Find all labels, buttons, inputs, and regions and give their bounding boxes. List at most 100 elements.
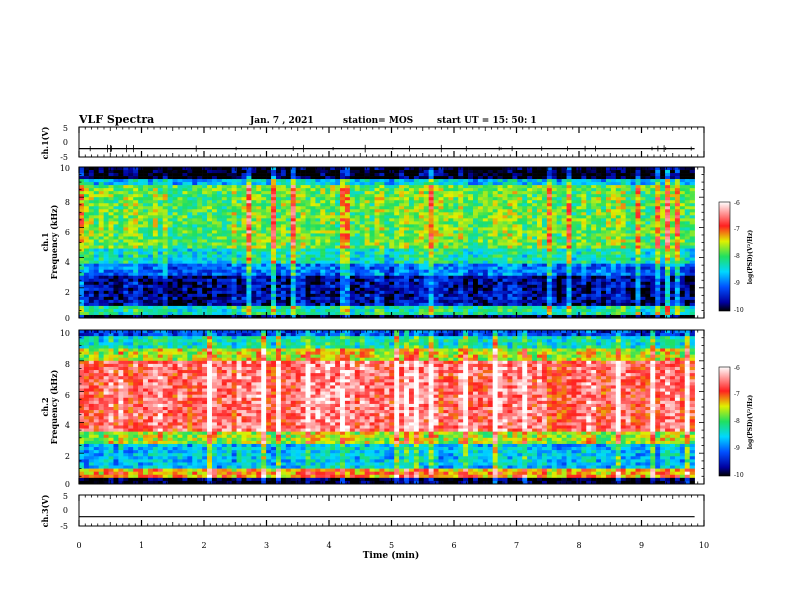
ch1-spectrogram-cell <box>246 264 251 267</box>
ch1-spectrogram-cell <box>182 279 187 282</box>
ch1-spectrogram-cell <box>522 218 527 221</box>
ch1-spectrogram-cell <box>143 297 148 300</box>
ch1-spectrogram-cell <box>315 312 320 315</box>
ch1-spectrogram-cell <box>168 233 173 236</box>
ch1-spectrogram-cell <box>340 206 345 209</box>
ch1-spectrogram-cell <box>158 300 163 303</box>
ch1-spectrogram-cell <box>104 297 109 300</box>
ch1-spectrogram-cell <box>562 258 567 261</box>
ch1-spectrogram-cell <box>291 176 296 179</box>
ch1-spectrogram-cell <box>128 306 133 309</box>
ch1-spectrogram-cell <box>419 218 424 221</box>
ch1-spectrogram-cell <box>493 297 498 300</box>
ch1-spectrogram-cell <box>315 221 320 224</box>
ch1-spectrogram-cell <box>483 249 488 252</box>
ch1-spectrogram-cell <box>463 282 468 285</box>
ch1-spectrogram-cell <box>532 197 537 200</box>
ch1-spectrogram-cell <box>458 221 463 224</box>
ch1-spectrogram-cell <box>296 279 301 282</box>
ch1-spectrogram-cell <box>192 297 197 300</box>
ch1-spectrogram-cell <box>375 194 380 197</box>
ch1-spectrogram-cell <box>325 282 330 285</box>
ch1-spectrogram-cell <box>439 230 444 233</box>
ch1-spectrogram-cell <box>345 236 350 239</box>
ch1-spectrogram-cell <box>276 255 281 258</box>
ch1-spectrogram-cell <box>360 230 365 233</box>
ch1-spectrogram-cell <box>212 197 217 200</box>
ch1-spectrogram-cell <box>99 270 104 273</box>
ch1-spectrogram-cell <box>118 176 123 179</box>
ch1-spectrogram-cell <box>109 224 114 227</box>
ch1-spectrogram-cell <box>335 206 340 209</box>
ch1-spectrogram-cell <box>232 209 237 212</box>
ch1-spectrogram-cell <box>315 288 320 291</box>
ch1-spectrogram-cell <box>340 273 345 276</box>
ch1-spectrogram-cell <box>128 224 133 227</box>
ch1-spectrogram-cell <box>345 267 350 270</box>
ch1-spectrogram-cell <box>79 297 84 300</box>
ch1-spectrogram-cell <box>365 218 370 221</box>
ch1-spectrogram-cell <box>409 176 414 179</box>
ch1-spectrogram-cell <box>507 200 512 203</box>
ch1-spectrogram-cell <box>251 230 256 233</box>
ch1-spectrogram-cell <box>384 236 389 239</box>
ch1-spectrogram-cell <box>128 291 133 294</box>
ch1-spectrogram-cell <box>168 239 173 242</box>
ch1-spectrogram-cell <box>256 294 261 297</box>
ch1-spectrogram-cell <box>370 273 375 276</box>
ch1-spectrogram-cell <box>133 194 138 197</box>
ch1-spectrogram-cell <box>335 300 340 303</box>
ch1-spectrogram-cell <box>256 243 261 246</box>
ch1-spectrogram-cell <box>463 182 468 185</box>
ch1-spectrogram-cell <box>562 270 567 273</box>
ch1-spectrogram-cell <box>345 297 350 300</box>
ch1-spectrogram-cell <box>419 227 424 230</box>
ch1-spectrogram-cell <box>517 239 522 242</box>
ch1-spectrogram-cell <box>473 197 478 200</box>
ch1-spectrogram-cell <box>478 261 483 264</box>
ch1-spectrogram-cell <box>266 291 271 294</box>
ch1-spectrogram-cell <box>424 179 429 182</box>
ch1-spectrogram-cell <box>232 294 237 297</box>
ch1-spectrogram-cell <box>168 197 173 200</box>
ch1-spectrogram-cell <box>473 303 478 306</box>
ch1-spectrogram-cell <box>507 227 512 230</box>
ch1-spectrogram-cell <box>419 224 424 227</box>
ch1-spectrogram-cell <box>118 230 123 233</box>
ch1-spectrogram-cell <box>173 230 178 233</box>
ch1-spectrogram-cell <box>448 206 453 209</box>
ch1-spectrogram-cell <box>453 227 458 230</box>
ch1-spectrogram-cell <box>384 288 389 291</box>
ch1-spectrogram-cell <box>207 227 212 230</box>
ch1-spectrogram-cell <box>360 309 365 312</box>
ch1-spectrogram-cell <box>365 173 370 176</box>
ch1-spectrogram-cell <box>237 270 242 273</box>
ch1-spectrogram-cell <box>409 294 414 297</box>
ch1-spectrogram-cell <box>355 239 360 242</box>
ch1-spectrogram-cell <box>350 294 355 297</box>
ch1-spectrogram-cell <box>315 264 320 267</box>
ch1-spectrogram-cell <box>246 224 251 227</box>
ch1-spectrogram-cell <box>212 243 217 246</box>
ch1-spectrogram-cell <box>168 285 173 288</box>
ch1-spectrogram-image <box>79 167 695 318</box>
ch1-spectrogram-cell <box>217 197 222 200</box>
ch1-spectrogram-cell <box>478 179 483 182</box>
ch1-spectrogram-cell <box>419 221 424 224</box>
ch1-spectrogram-cell <box>552 179 557 182</box>
ch1-spectrogram-cell <box>448 182 453 185</box>
ch1-spectrogram-cell <box>434 270 439 273</box>
ch1-spectrogram-cell <box>178 236 183 239</box>
ch1-spectrogram-cell <box>389 243 394 246</box>
ch1-spectrogram-cell <box>315 276 320 279</box>
ch1-spectrogram-cell <box>493 209 498 212</box>
ch1-spectrogram-cell <box>434 276 439 279</box>
ch1-spectrogram-cell <box>89 279 94 282</box>
ch1-spectrogram-cell <box>527 264 532 267</box>
ch1-spectrogram-cell <box>517 273 522 276</box>
ch1-spectrogram-cell <box>424 264 429 267</box>
ch1-spectrogram-cell <box>365 176 370 179</box>
ch1-spectrogram-cell <box>439 279 444 282</box>
ch1-spectrogram-cell <box>527 191 532 194</box>
ch1-spectrogram-cell <box>512 306 517 309</box>
